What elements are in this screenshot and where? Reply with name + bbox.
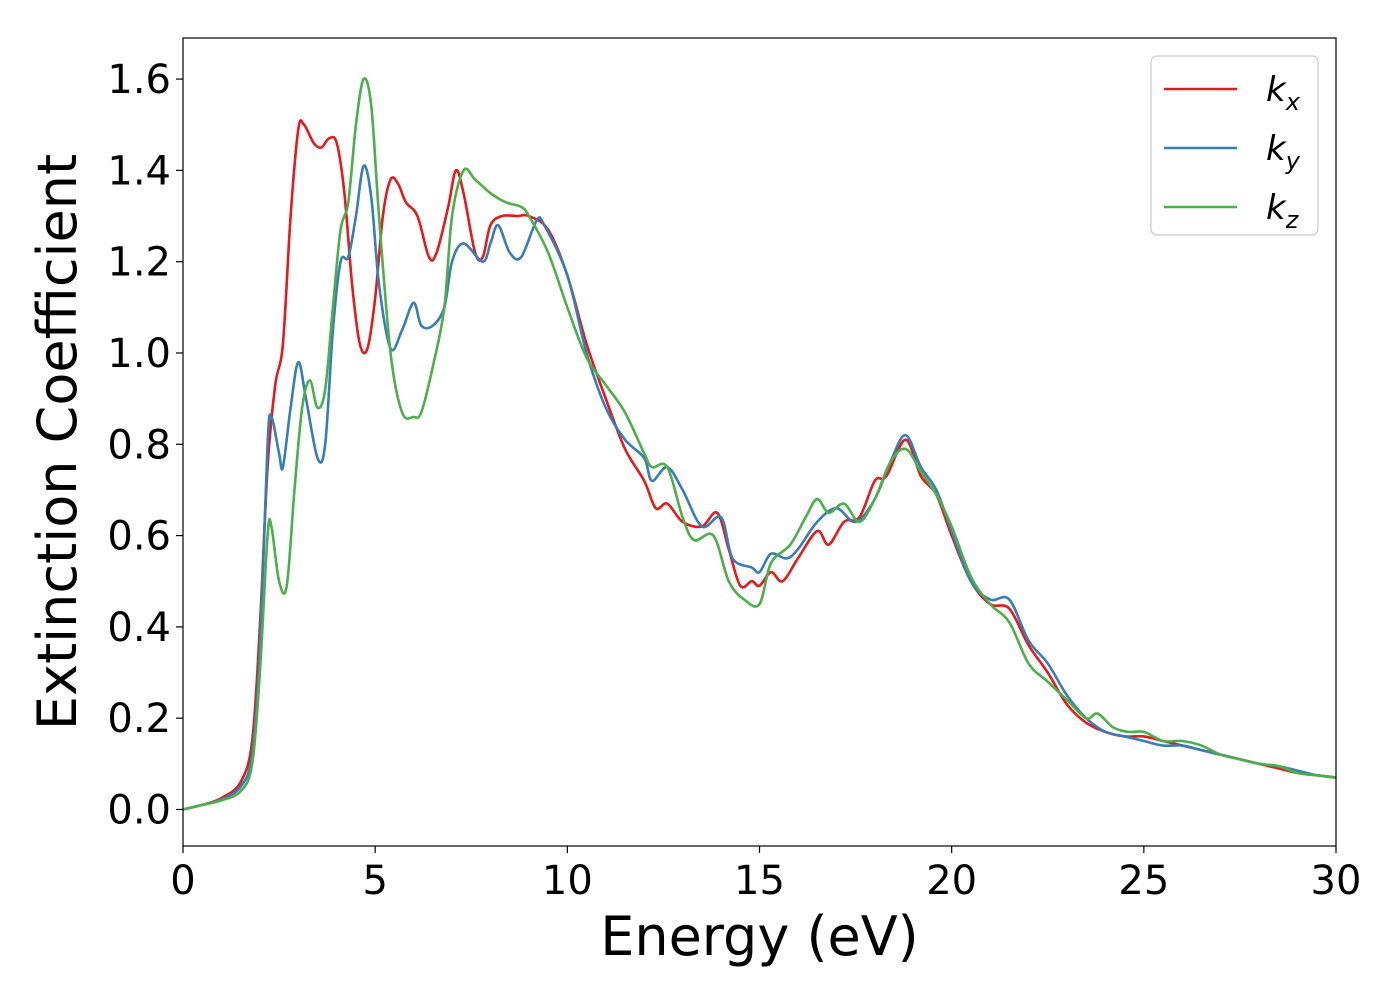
- legend-subscript: x: [1285, 88, 1301, 116]
- y-tick-label: 1.6: [107, 57, 171, 103]
- y-tick-label: 1.2: [107, 240, 171, 286]
- legend-subscript: z: [1285, 206, 1300, 234]
- x-tick-label: 10: [542, 858, 593, 904]
- x-tick-label: 0: [170, 858, 195, 904]
- legend-subscript: y: [1285, 147, 1301, 175]
- x-axis-title: Energy (eV): [600, 905, 919, 968]
- series-line-z: [182, 77, 1337, 811]
- y-tick-label: 1.4: [107, 148, 171, 194]
- x-tick-label: 5: [362, 858, 387, 904]
- legend-box: [1150, 55, 1319, 236]
- x-axis: 0 5 10 15 20 25 30: [170, 846, 1361, 904]
- series-layer: [182, 77, 1337, 811]
- y-axis: 0.0 0.2 0.4 0.6 0.8 1.0 1.2 1.4 1.6: [107, 57, 183, 833]
- y-tick-label: 0.2: [107, 696, 171, 742]
- y-axis-title: Extinction Coefficient: [26, 154, 89, 730]
- y-tick-label: 0.0: [107, 787, 171, 833]
- series-line-y: [182, 164, 1337, 811]
- x-tick-label: 30: [1311, 858, 1362, 904]
- x-tick-label: 25: [1118, 858, 1169, 904]
- y-tick-label: 1.0: [107, 331, 171, 377]
- x-tick-label: 15: [734, 858, 785, 904]
- y-tick-label: 0.4: [107, 605, 171, 651]
- legend-label-x: kx: [1266, 70, 1301, 116]
- x-tick-label: 20: [926, 858, 977, 904]
- y-tick-label: 0.8: [107, 422, 171, 468]
- y-tick-label: 0.6: [107, 514, 171, 560]
